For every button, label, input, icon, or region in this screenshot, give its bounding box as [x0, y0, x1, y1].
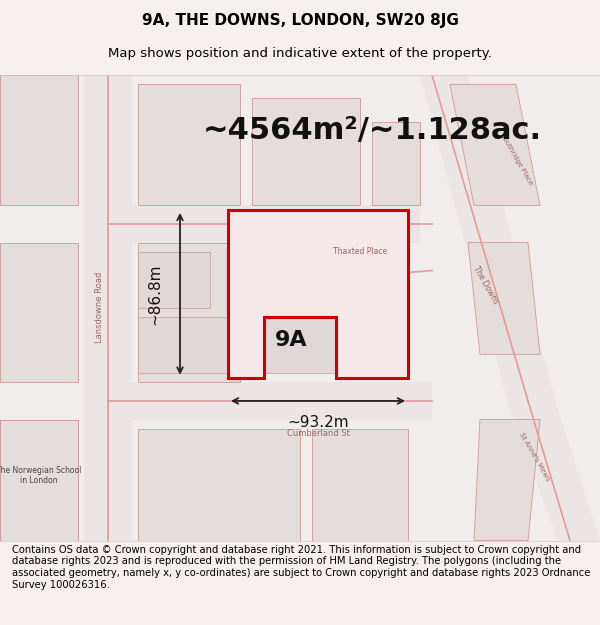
Polygon shape	[0, 75, 78, 206]
Polygon shape	[474, 419, 540, 541]
Polygon shape	[228, 210, 408, 378]
Text: 9A: 9A	[275, 331, 307, 351]
Text: Thaxted Place: Thaxted Place	[333, 248, 387, 256]
Polygon shape	[138, 242, 240, 382]
Polygon shape	[312, 429, 408, 541]
Polygon shape	[84, 206, 420, 242]
Text: ~86.8m: ~86.8m	[147, 263, 162, 324]
Polygon shape	[252, 261, 348, 299]
Polygon shape	[252, 98, 360, 206]
Polygon shape	[84, 75, 132, 541]
Text: The Norwegian School
in London: The Norwegian School in London	[0, 466, 82, 485]
Text: Southridge Place: Southridge Place	[499, 132, 533, 186]
Polygon shape	[468, 242, 540, 354]
Polygon shape	[138, 317, 228, 373]
Polygon shape	[138, 84, 240, 206]
Polygon shape	[138, 252, 210, 308]
Text: Contains OS data © Crown copyright and database right 2021. This information is : Contains OS data © Crown copyright and d…	[12, 545, 590, 589]
Polygon shape	[0, 419, 78, 541]
Polygon shape	[252, 308, 336, 373]
Polygon shape	[372, 121, 420, 206]
Polygon shape	[0, 419, 78, 541]
Text: ~4564m²/~1.128ac.: ~4564m²/~1.128ac.	[202, 116, 542, 146]
Text: 9A, THE DOWNS, LONDON, SW20 8JG: 9A, THE DOWNS, LONDON, SW20 8JG	[142, 14, 458, 29]
Polygon shape	[0, 242, 78, 382]
Text: Lansdowne Road: Lansdowne Road	[95, 272, 104, 344]
Text: Map shows position and indicative extent of the property.: Map shows position and indicative extent…	[108, 48, 492, 61]
Text: ~93.2m: ~93.2m	[287, 415, 349, 430]
Polygon shape	[450, 84, 540, 206]
Text: The Downs: The Downs	[472, 264, 500, 305]
Polygon shape	[84, 382, 432, 419]
Polygon shape	[420, 75, 600, 541]
Text: St Anne's Mews: St Anne's Mews	[518, 432, 550, 482]
Polygon shape	[138, 429, 300, 541]
Text: Cumberland St: Cumberland St	[287, 429, 349, 438]
